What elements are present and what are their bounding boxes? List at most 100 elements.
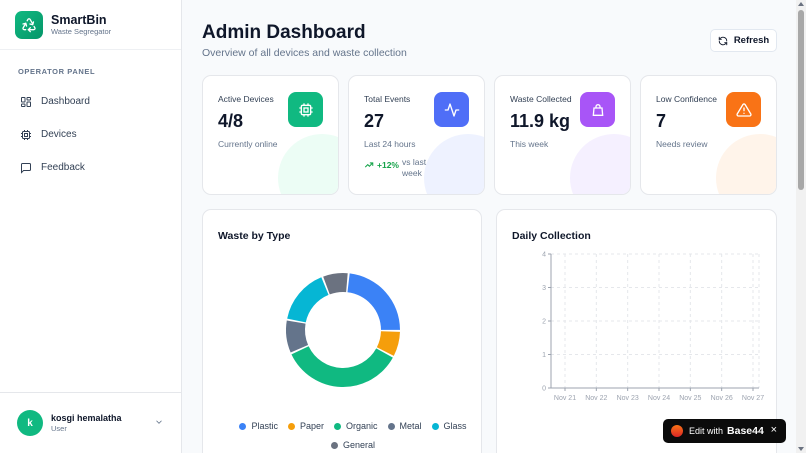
legend-label: General	[342, 440, 376, 450]
daily-collection-chart: 0 1 2 3 4 Nov 21 Nov 22 Nov 23 Nov 24 Nov 25 Nov 2…	[542, 252, 764, 403]
page-subtitle: Overview of all devices and waste collec…	[202, 47, 407, 59]
stat-value: 4/8	[218, 111, 244, 131]
chip-icon	[21, 129, 31, 140]
legend-dot	[239, 422, 247, 430]
stat-value: 7	[656, 111, 667, 131]
donut-slice-glass[interactable]	[287, 277, 329, 323]
x-tick-label: Nov 25	[679, 395, 701, 402]
stat-value: 11.9 kg	[510, 111, 571, 131]
legend-dot	[330, 441, 338, 449]
main-content: Admin Dashboard Overview of all devices …	[182, 0, 796, 453]
panel-title: Daily Collection	[512, 230, 591, 242]
legend-label: Glass	[443, 421, 467, 431]
legend-item-general[interactable]: General	[330, 440, 376, 450]
stat-sub: This week	[510, 139, 549, 149]
y-tick-label: 1	[542, 352, 546, 359]
waste-donut-chart	[286, 273, 400, 387]
sidebar-item-dashboard[interactable]: Dashboard	[10, 88, 172, 115]
legend-item-plastic[interactable]: Plastic	[239, 421, 278, 431]
card-decoration	[716, 134, 776, 194]
donut-slice-metal[interactable]	[286, 320, 309, 353]
message-icon	[21, 162, 31, 174]
stat-sub: Needs review	[656, 139, 708, 149]
trend-value: +12%	[377, 160, 399, 170]
brand: SmartBin Waste Segregator	[0, 0, 181, 50]
x-tick-label: Nov 26	[711, 395, 733, 402]
stat-label: Waste Collected	[510, 94, 572, 104]
stat-card-active-devices: Active Devices 4/8 Currently online	[202, 75, 339, 195]
sidebar-item-label: Dashboard	[41, 96, 90, 107]
user-name: kosgi hemalatha	[51, 413, 122, 423]
legend-item-paper[interactable]: Paper	[287, 421, 324, 431]
close-icon[interactable]: ×	[770, 424, 777, 436]
card-decoration	[424, 134, 484, 194]
panel-title: Waste by Type	[218, 230, 291, 242]
stat-card-total-events: Total Events 27 Last 24 hours +12% vs la…	[348, 75, 485, 195]
waste-by-type-panel: Waste by Type Plastic Paper Organic Metal Gl…	[202, 209, 482, 453]
scroll-thumb[interactable]	[798, 10, 804, 190]
legend-label: Metal	[399, 421, 422, 431]
sidebar: SmartBin Waste Segregator OPERATOR PANEL…	[0, 0, 182, 453]
trending-up-icon	[364, 162, 374, 168]
scrollbar[interactable]	[796, 0, 806, 453]
chart-legend: Plastic Paper Organic Metal Glass General	[228, 421, 478, 450]
stat-label: Low Confidence	[656, 94, 717, 104]
y-tick-label: 4	[542, 252, 546, 259]
stat-label: Total Events	[364, 94, 411, 104]
donut-slice-organic[interactable]	[291, 346, 393, 387]
activity-icon	[434, 92, 469, 127]
scroll-up-arrow[interactable]	[798, 2, 804, 6]
sidebar-item-label: Feedback	[41, 162, 85, 173]
sidebar-nav: Dashboard Devices Feedback	[10, 88, 172, 187]
chevron-down-icon[interactable]	[154, 417, 164, 427]
stat-value: 27	[364, 111, 385, 131]
badge-text: Edit with	[689, 426, 724, 436]
donut-slice-general[interactable]	[323, 273, 348, 295]
legend-item-organic[interactable]: Organic	[334, 421, 378, 431]
stat-card-waste-collected: Waste Collected 11.9 kg This week	[494, 75, 631, 195]
stat-sub: Currently online	[218, 139, 278, 149]
app-subtitle: Waste Segregator	[51, 26, 112, 36]
legend-dot	[287, 422, 295, 430]
legend-dot	[334, 422, 341, 430]
daily-collection-panel: Daily Collection 0 1 2 3 4 Nov 21 Nov 22 Nov 23…	[496, 209, 777, 453]
app-name: SmartBin	[51, 12, 107, 27]
alert-icon	[726, 92, 761, 127]
base44-logo-icon	[671, 425, 683, 437]
dashboard-icon	[21, 96, 31, 107]
page-title: Admin Dashboard	[202, 22, 366, 43]
recycle-icon	[15, 10, 43, 39]
scroll-down-arrow[interactable]	[798, 447, 804, 451]
trend-indicator: +12% vs last week	[364, 157, 432, 179]
x-tick-label: Nov 21	[554, 395, 576, 402]
legend-dot	[431, 422, 439, 430]
card-decoration	[278, 134, 338, 194]
legend-label: Paper	[299, 421, 324, 431]
refresh-icon	[718, 36, 728, 45]
card-decoration	[570, 134, 630, 194]
refresh-button[interactable]: Refresh	[710, 29, 777, 52]
legend-item-glass[interactable]: Glass	[431, 421, 467, 431]
sidebar-item-feedback[interactable]: Feedback	[10, 154, 172, 181]
sidebar-item-label: Devices	[41, 129, 77, 140]
donut-slice-plastic[interactable]	[347, 273, 400, 330]
legend-item-metal[interactable]: Metal	[387, 421, 422, 431]
x-tick-label: Nov 24	[648, 395, 670, 402]
legend-label: Organic	[346, 421, 378, 431]
badge-brand: Base44	[727, 425, 764, 437]
chip-icon	[288, 92, 323, 127]
user-menu[interactable]: k kosgi hemalatha User	[0, 392, 182, 453]
edit-with-base44-badge[interactable]: Edit with Base44 ×	[663, 419, 786, 443]
bag-icon	[580, 92, 615, 127]
sidebar-item-devices[interactable]: Devices	[10, 121, 172, 148]
stat-card-low-confidence: Low Confidence 7 Needs review	[640, 75, 777, 195]
refresh-label: Refresh	[733, 35, 770, 46]
avatar: k	[17, 410, 43, 436]
x-tick-label: Nov 27	[742, 395, 764, 402]
x-tick-label: Nov 22	[585, 395, 607, 402]
legend-dot	[387, 422, 395, 430]
donut-slice-paper[interactable]	[376, 331, 400, 356]
legend-label: Plastic	[251, 421, 278, 431]
y-tick-label: 3	[542, 285, 546, 292]
y-tick-label: 0	[542, 386, 546, 393]
